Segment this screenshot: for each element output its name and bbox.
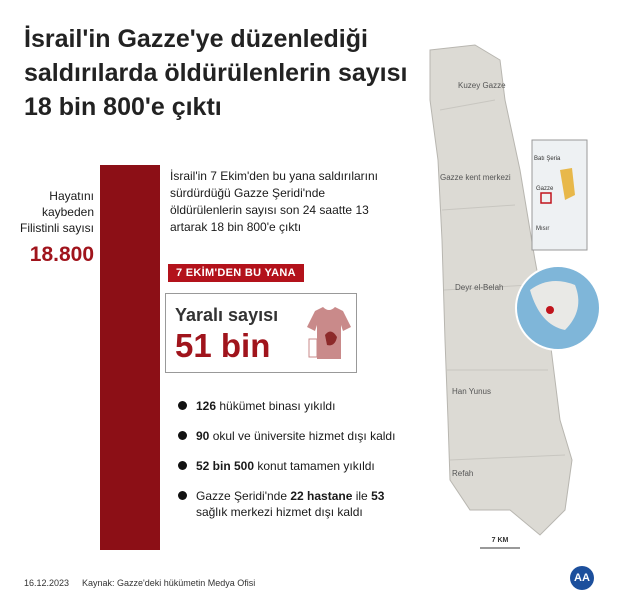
title-line: 18 bin 800'e çıktı xyxy=(24,93,222,121)
lead-text: İsrail'in 7 Ekim'den bu yana saldırıları… xyxy=(170,169,379,234)
fact-text: 90 xyxy=(196,429,210,443)
inset-label: Gazze xyxy=(536,186,554,192)
fact-text: hükümet binası yıkıldı xyxy=(216,399,336,413)
fact-text: konut tamamen yıkıldı xyxy=(254,459,375,473)
place-label: Deyr el-Belah xyxy=(455,283,503,292)
injured-label: Yaralı sayısı xyxy=(175,305,279,325)
title-line: saldırılarda öldürülenlerin sayısı xyxy=(24,59,408,87)
place-label: Refah xyxy=(452,469,473,478)
fact-item: 52 bin 500 konut tamamen yıkıldı xyxy=(176,458,406,474)
fact-text: okul ve üniversite hizmet dışı kaldı xyxy=(209,429,396,443)
inset-label: Batı Şeria xyxy=(534,156,561,162)
badge: 7 EKİM'DEN BU YANA xyxy=(168,264,304,282)
fact-list: 126 hükümet binası yıkıldı 90 okul ve üni… xyxy=(176,398,406,534)
fact-item: 90 okul ve üniversite hizmet dışı kaldı xyxy=(176,428,406,444)
place-label: Kuzey Gazze xyxy=(458,81,506,90)
fact-text: 22 hastane xyxy=(290,489,353,503)
inset-label: Mısır xyxy=(536,226,549,232)
place-label: Han Yunus xyxy=(452,387,491,396)
fact-text: 53 xyxy=(371,489,385,503)
killed-value: 18.800 xyxy=(29,243,94,266)
fact-text: Gazze Şeridi'nde xyxy=(196,489,291,503)
footer-source: Kaynak: Gazze'deki hükümetin Medya Ofisi xyxy=(82,578,256,588)
fact-item: Gazze Şeridi'nde 22 hastane ile 53 sağlı… xyxy=(176,488,406,520)
fact-text: ile xyxy=(352,489,372,503)
footer-date: 16.12.2023 xyxy=(24,578,70,588)
killed-bar xyxy=(100,165,160,550)
title-line: İsrail'in Gazze'ye düzenlediği xyxy=(24,25,368,53)
fact-text: 52 bin 500 xyxy=(196,459,255,473)
shirt-icon xyxy=(307,307,351,359)
place-label: Gazze kent merkezi xyxy=(440,173,511,182)
fact-text: 126 xyxy=(196,399,217,413)
title: İsrail'in Gazze'ye düzenlediği saldırıla… xyxy=(24,22,407,124)
map: Kuzey Gazze Gazze kent merkezi Deyr el-B… xyxy=(429,44,601,549)
killed-label: Hayatını kaybeden Filistinli sayısı xyxy=(20,189,95,235)
logo: AA xyxy=(570,566,594,590)
fact-item: 126 hükümet binası yıkıldı xyxy=(176,398,406,414)
fact-text: sağlık merkezi hizmet dışı kaldı xyxy=(196,505,363,519)
injured-value: 51 bin xyxy=(175,327,271,364)
scale-label: 7 KM xyxy=(492,537,509,544)
